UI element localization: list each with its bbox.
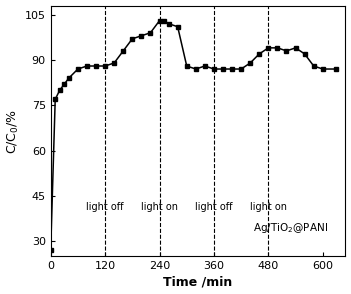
Text: light on: light on — [141, 202, 178, 212]
Text: light on: light on — [250, 202, 287, 212]
Text: light off: light off — [195, 202, 233, 212]
X-axis label: Time /min: Time /min — [164, 275, 233, 288]
Text: Ag/TiO$_2$@PANI: Ag/TiO$_2$@PANI — [253, 221, 329, 235]
Text: light off: light off — [86, 202, 124, 212]
Y-axis label: C/C$_0$/%: C/C$_0$/% — [6, 108, 21, 153]
